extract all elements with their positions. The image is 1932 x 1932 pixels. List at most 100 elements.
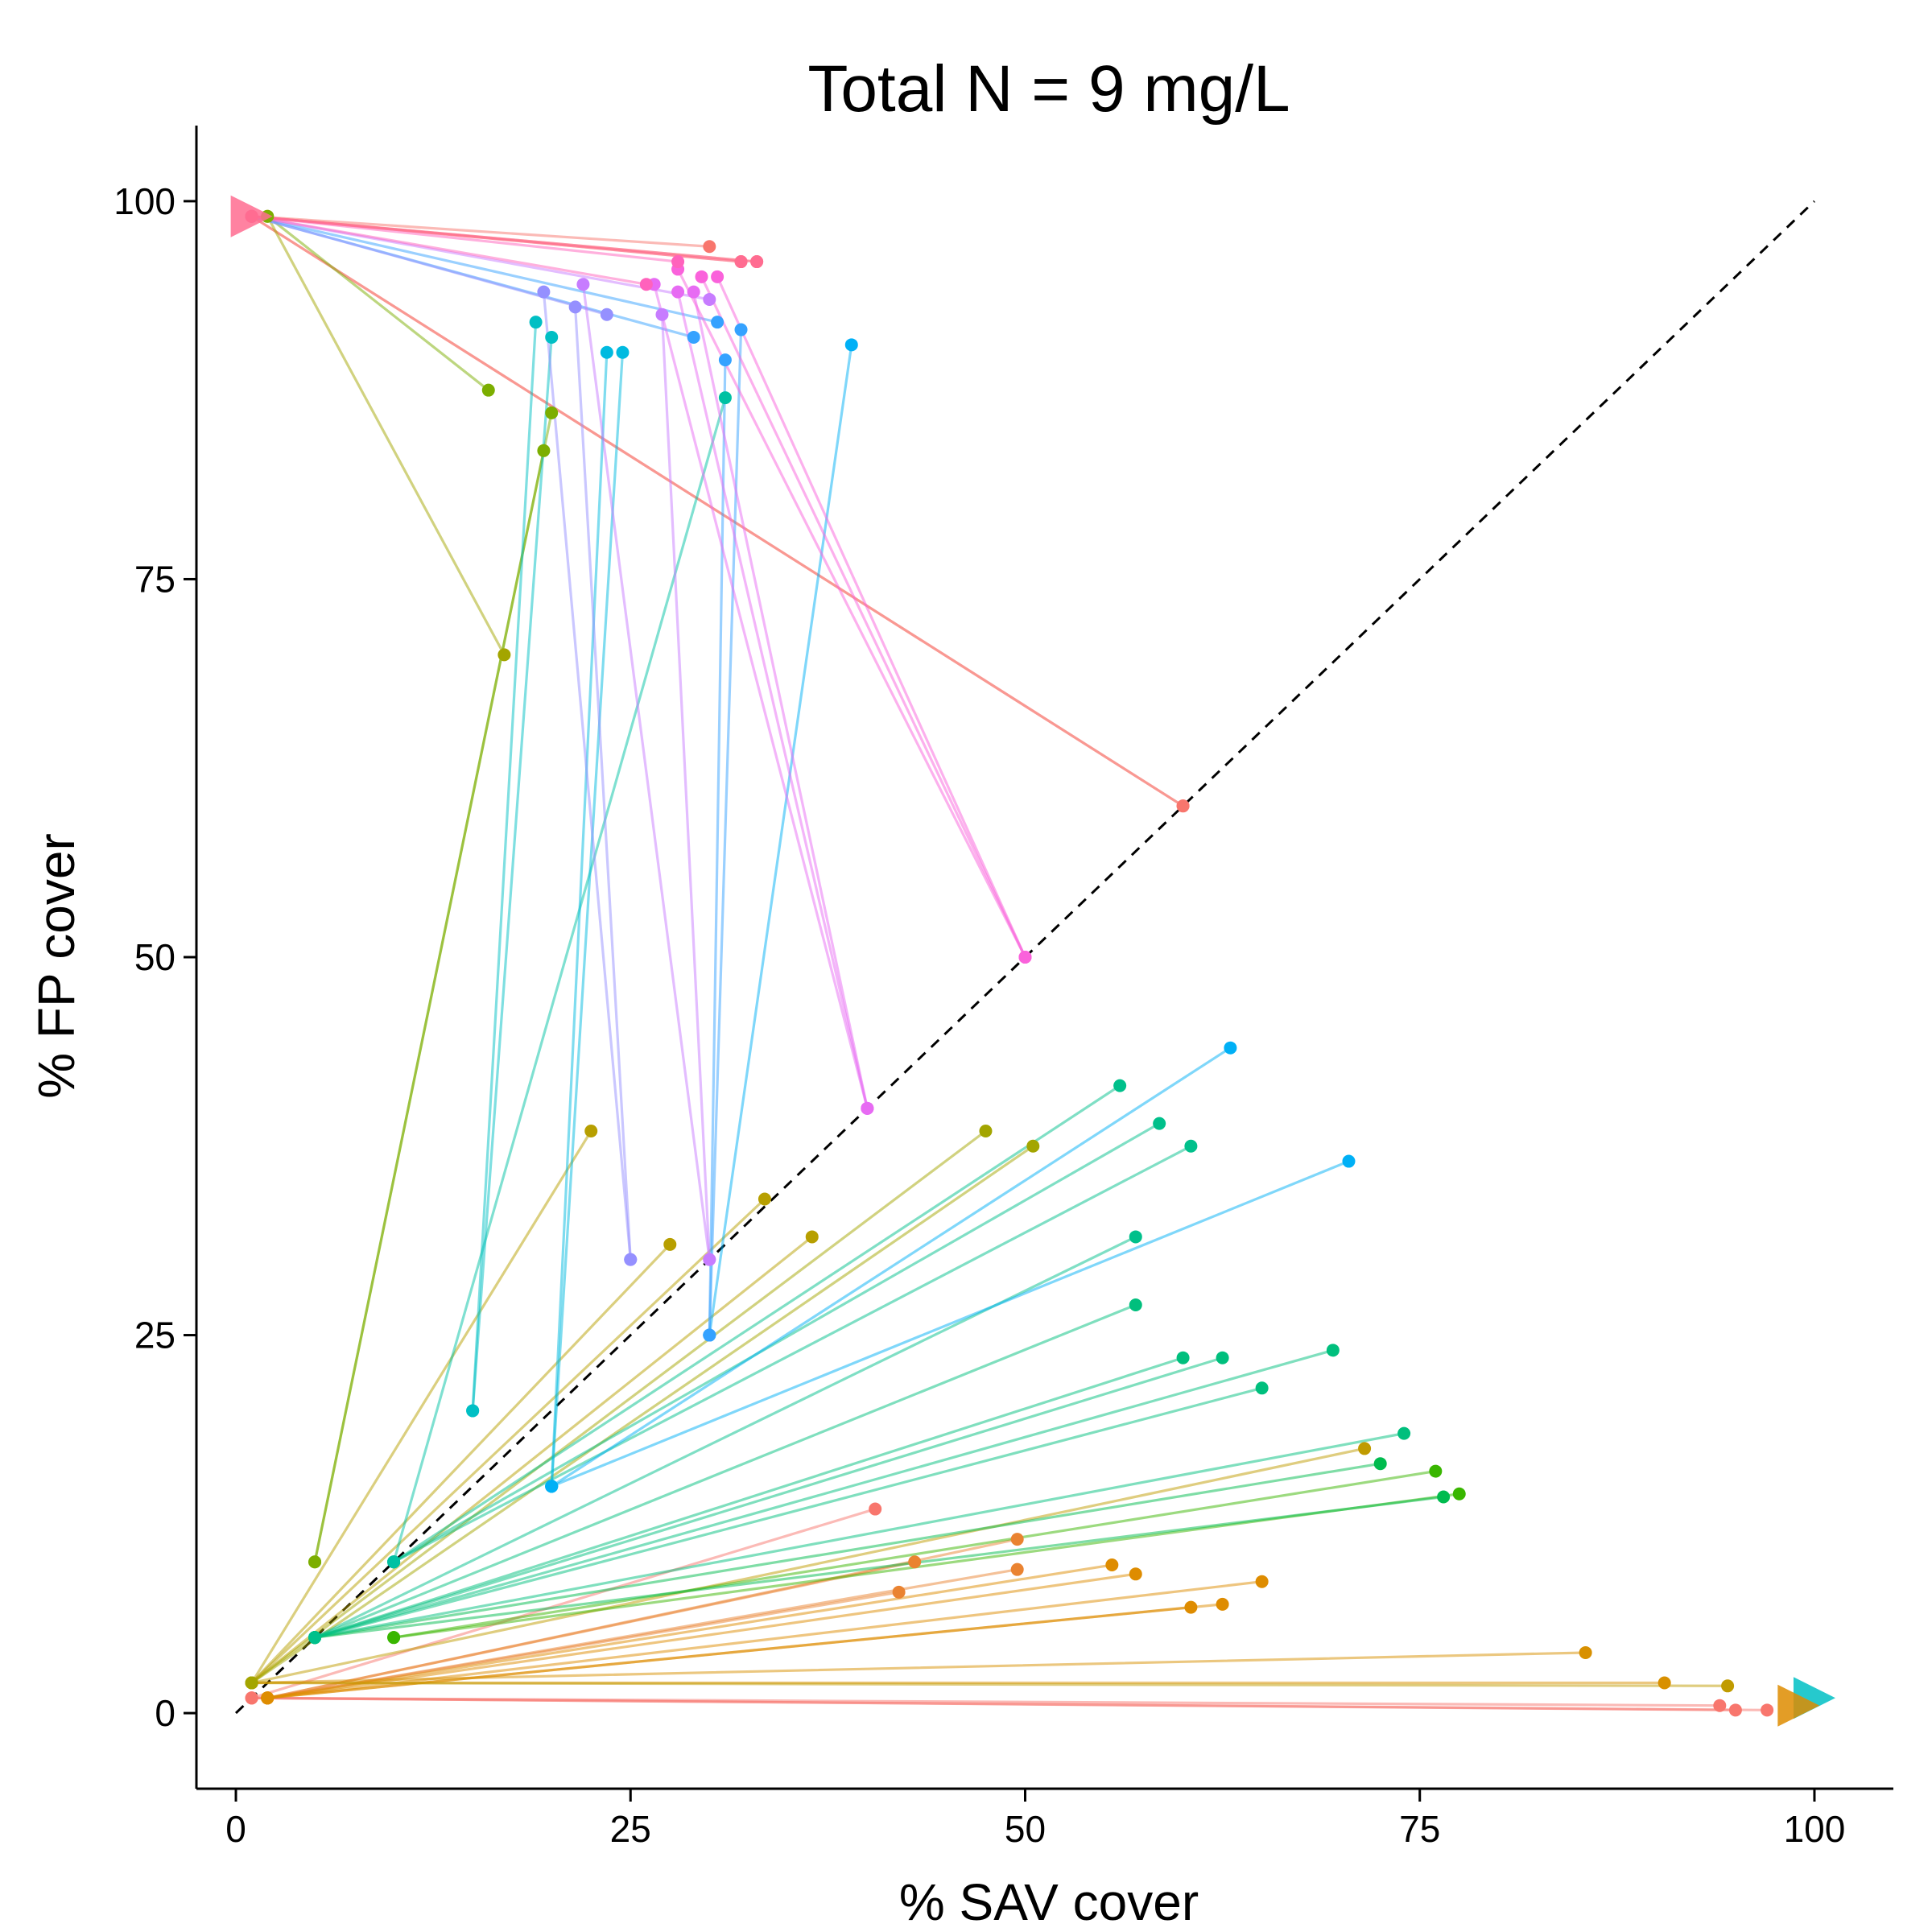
data-point-46-1 <box>1113 1079 1127 1092</box>
data-point-67-1 <box>861 1101 874 1115</box>
data-point-45-1 <box>1153 1117 1166 1130</box>
data-point-20-1 <box>1657 1676 1671 1690</box>
data-point-56-1 <box>734 323 748 336</box>
series-line-43 <box>313 1235 1137 1639</box>
series-line-44 <box>392 1145 1192 1563</box>
series-line-56 <box>708 328 743 1337</box>
data-point-2-1 <box>1176 799 1190 813</box>
start-marker-3 <box>1777 1684 1820 1727</box>
series-line-60 <box>574 305 632 1261</box>
series-line-27 <box>266 215 506 656</box>
data-point-29-2 <box>245 1676 258 1690</box>
data-point-59-2 <box>537 285 551 299</box>
series-line-47 <box>392 396 727 1563</box>
data-point-49-2 <box>529 316 543 329</box>
data-point-63-1 <box>703 1253 716 1266</box>
data-point-14-1 <box>1105 1558 1119 1572</box>
series-line-40 <box>313 1356 1224 1639</box>
series-line-25 <box>250 1243 671 1685</box>
series-line-62 <box>581 283 711 1261</box>
x-tick-label-100: 100 <box>1784 1808 1846 1850</box>
data-point-18-2 <box>261 1691 275 1705</box>
series-line-66 <box>676 291 869 1110</box>
data-point-11-1 <box>908 1555 922 1569</box>
data-point-39-1 <box>1255 1381 1269 1395</box>
series-line-22 <box>250 1447 1366 1685</box>
data-point-12-1 <box>1010 1533 1024 1546</box>
data-point-72-1 <box>639 278 653 291</box>
x-tick-label-75: 75 <box>1399 1808 1440 1850</box>
data-point-9-2 <box>245 1691 258 1705</box>
series-line-49 <box>471 320 538 1413</box>
data-point-6-1 <box>1713 1699 1727 1712</box>
series-line-50 <box>550 351 609 1488</box>
series-line-55 <box>708 358 727 1337</box>
data-point-22-1 <box>1358 1442 1372 1455</box>
x-tick-label-50: 50 <box>1005 1808 1046 1850</box>
series-line-13 <box>266 1568 1019 1699</box>
data-point-73-1 <box>750 255 764 269</box>
series-line-74 <box>250 215 743 263</box>
data-point-7-1 <box>1728 1703 1742 1717</box>
series-line-39 <box>313 1386 1264 1639</box>
series-line-72 <box>250 215 648 286</box>
data-point-70-2 <box>711 270 724 283</box>
data-point-26-1 <box>584 1124 598 1137</box>
series-line-35 <box>313 1495 1445 1639</box>
y-tick-label-0: 0 <box>155 1692 175 1734</box>
data-point-30-2 <box>537 444 551 457</box>
data-point-10-1 <box>892 1585 906 1599</box>
data-point-18-1 <box>1255 1575 1269 1588</box>
chart-title: Total N = 9 mg/L <box>807 52 1290 126</box>
data-point-67-2 <box>687 285 700 299</box>
series-line-28 <box>250 1129 988 1685</box>
data-point-61-1 <box>600 308 613 321</box>
data-point-62-2 <box>576 278 590 291</box>
data-point-40-1 <box>1216 1351 1229 1364</box>
series-line-38 <box>313 1348 1335 1639</box>
data-point-50-2 <box>600 345 613 359</box>
series-line-36 <box>313 1462 1382 1639</box>
data-point-52-1 <box>1224 1041 1237 1055</box>
y-axis-label: % FP cover <box>27 833 85 1099</box>
data-point-25-1 <box>663 1237 677 1251</box>
y-tick-label-50: 50 <box>134 936 175 978</box>
data-point-57-1 <box>687 330 700 344</box>
y-tick-label-75: 75 <box>134 558 175 600</box>
data-point-24-1 <box>758 1192 771 1206</box>
data-point-60-1 <box>624 1253 638 1266</box>
data-point-54-1 <box>844 338 858 352</box>
series-line-59 <box>542 291 632 1261</box>
data-point-43-2 <box>308 1631 322 1645</box>
data-point-43-1 <box>1129 1230 1142 1244</box>
series-line-65 <box>653 283 869 1110</box>
data-point-16-1 <box>1184 1600 1198 1614</box>
y-tick-label-100: 100 <box>114 180 175 222</box>
series-line-42 <box>313 1303 1137 1639</box>
series-line-8 <box>250 1696 1769 1711</box>
data-point-36-1 <box>1373 1457 1387 1471</box>
data-point-33-1 <box>1452 1487 1466 1501</box>
series-line-31 <box>313 411 553 1563</box>
series-line-37 <box>313 1432 1406 1639</box>
data-point-27-1 <box>497 648 511 662</box>
data-point-55-1 <box>718 353 732 367</box>
series-lines-layer <box>250 215 1769 1711</box>
data-point-31-1 <box>308 1555 322 1569</box>
data-point-28-1 <box>979 1124 993 1137</box>
data-point-38-1 <box>1326 1344 1340 1357</box>
data-point-23-1 <box>805 1230 819 1244</box>
series-line-15 <box>266 1572 1137 1699</box>
data-point-71-1 <box>671 255 685 269</box>
series-line-68 <box>676 267 1027 959</box>
series-line-24 <box>250 1197 766 1685</box>
series-line-48 <box>471 336 553 1413</box>
data-point-31-2 <box>545 406 559 419</box>
series-line-54 <box>708 343 853 1337</box>
data-point-66-2 <box>671 285 685 299</box>
series-line-70 <box>716 275 1027 959</box>
data-point-15-1 <box>1129 1567 1142 1581</box>
data-point-47-1 <box>718 391 732 405</box>
series-line-53 <box>550 1159 1351 1488</box>
series-line-46 <box>392 1084 1121 1563</box>
